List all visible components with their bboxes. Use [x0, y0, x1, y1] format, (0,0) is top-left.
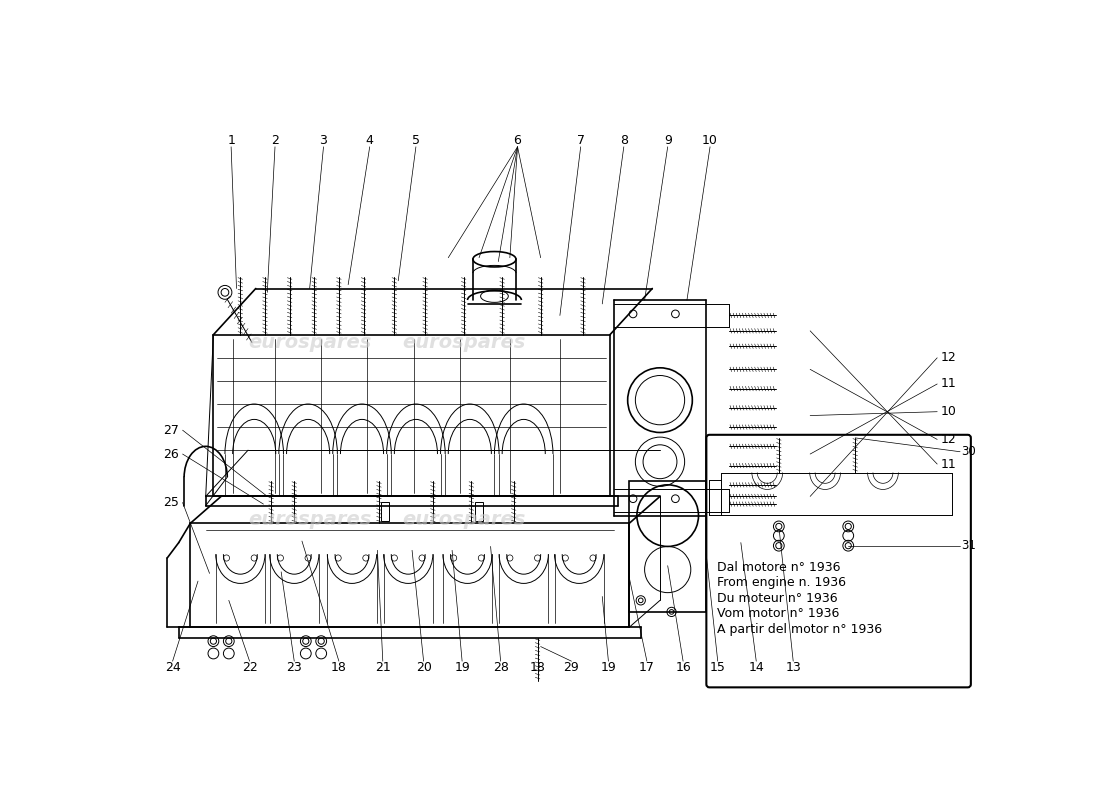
Text: Dal motore n° 1936: Dal motore n° 1936 [717, 561, 840, 574]
Text: 10: 10 [702, 134, 718, 147]
Text: 16: 16 [675, 661, 691, 674]
Text: 3: 3 [320, 134, 328, 147]
Text: 26: 26 [163, 447, 179, 461]
Text: 11: 11 [942, 378, 957, 390]
Text: 18: 18 [529, 661, 546, 674]
Text: 28: 28 [493, 661, 508, 674]
FancyBboxPatch shape [706, 435, 971, 687]
Text: 22: 22 [242, 661, 257, 674]
Text: 14: 14 [748, 661, 764, 674]
Text: 1: 1 [228, 134, 235, 147]
Text: 20: 20 [416, 661, 431, 674]
Text: 23: 23 [286, 661, 302, 674]
Text: 10: 10 [942, 405, 957, 418]
Text: Vom motor n° 1936: Vom motor n° 1936 [717, 607, 839, 620]
Text: 8: 8 [619, 134, 628, 147]
Text: 21: 21 [375, 661, 390, 674]
Text: A partir del motor n° 1936: A partir del motor n° 1936 [717, 622, 882, 636]
Text: 19: 19 [454, 661, 470, 674]
Text: From engine n. 1936: From engine n. 1936 [717, 577, 846, 590]
Text: 24: 24 [165, 661, 180, 674]
Text: 27: 27 [163, 424, 179, 437]
Text: 4: 4 [366, 134, 374, 147]
Bar [629, 481, 706, 612]
Bar [475, 502, 483, 521]
Text: 18: 18 [331, 661, 346, 674]
Text: 17: 17 [639, 661, 654, 674]
Text: 11: 11 [942, 458, 957, 470]
Text: 31: 31 [961, 539, 977, 552]
Text: 7: 7 [576, 134, 585, 147]
Text: 29: 29 [563, 661, 580, 674]
Text: eurospares: eurospares [402, 333, 526, 352]
Text: 6: 6 [514, 134, 521, 147]
Text: Du moteur n° 1936: Du moteur n° 1936 [717, 592, 838, 605]
Text: 19: 19 [601, 661, 616, 674]
Text: eurospares: eurospares [402, 510, 526, 529]
Text: 5: 5 [411, 134, 420, 147]
Text: 15: 15 [710, 661, 726, 674]
Bar [382, 502, 389, 521]
Text: 2: 2 [271, 134, 279, 147]
Text: 13: 13 [785, 661, 801, 674]
Text: 25: 25 [163, 496, 179, 509]
Text: eurospares: eurospares [248, 510, 372, 529]
Text: eurospares: eurospares [248, 333, 372, 352]
Text: 12: 12 [942, 351, 957, 364]
Text: 12: 12 [942, 433, 957, 446]
Text: 9: 9 [663, 134, 672, 147]
Text: 30: 30 [961, 446, 977, 458]
